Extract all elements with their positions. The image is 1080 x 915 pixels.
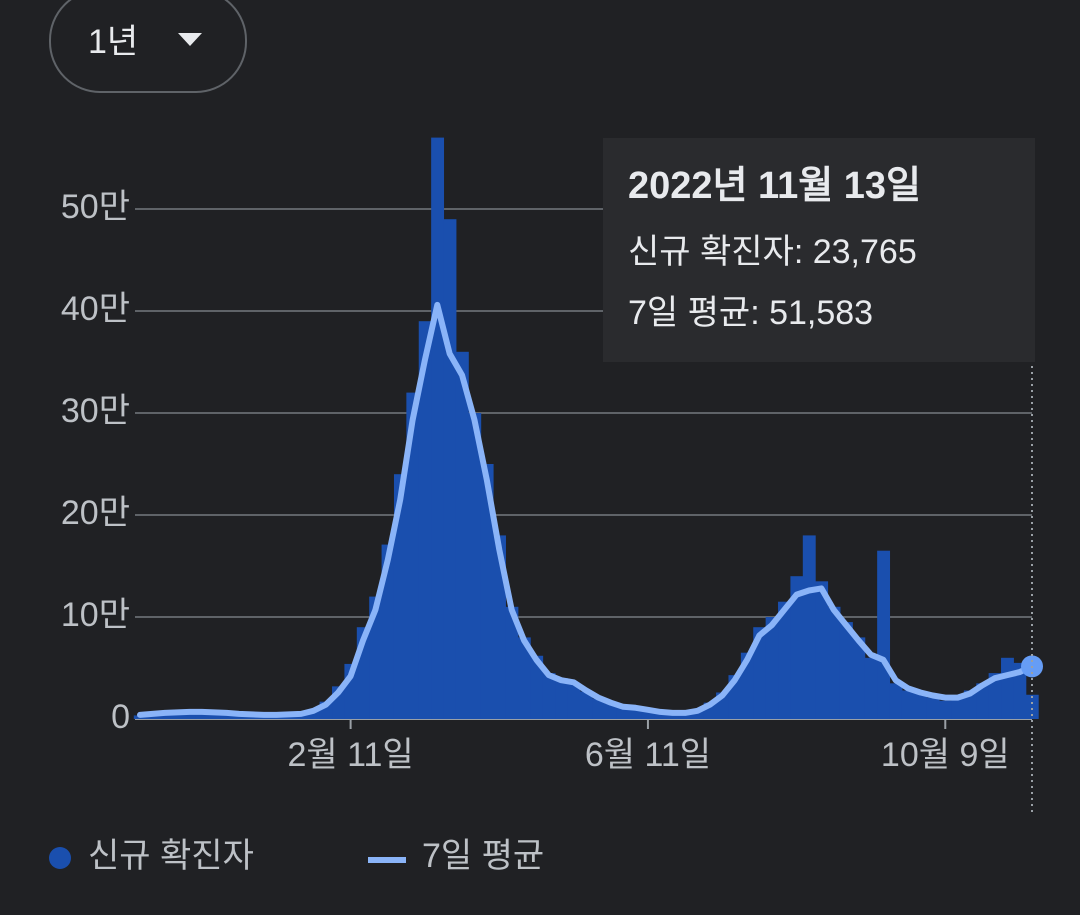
- bar: [208, 712, 222, 719]
- bar: [815, 581, 829, 719]
- bar: [604, 703, 618, 719]
- bar: [901, 690, 915, 719]
- bar: [480, 464, 494, 719]
- bar: [629, 708, 643, 719]
- bar: [468, 413, 482, 719]
- y-tick-label: 30만: [61, 392, 130, 430]
- bar: [183, 711, 197, 719]
- bar: [790, 576, 804, 719]
- average-line: [137, 301, 1035, 718]
- bar: [691, 709, 705, 719]
- bar: [951, 696, 965, 719]
- range-button[interactable]: 1년: [49, 0, 247, 93]
- legend-label: 신규 확진자: [88, 837, 254, 875]
- bar: [926, 697, 940, 719]
- bar: [517, 637, 531, 719]
- bar: [369, 596, 383, 719]
- y-tick-label: 40만: [61, 290, 130, 328]
- tooltip-line: 7일 평균: 51,583: [628, 294, 873, 332]
- bar: [778, 601, 791, 719]
- legend-swatch: [49, 847, 71, 869]
- bar: [616, 707, 630, 719]
- bar: [852, 637, 866, 719]
- bar: [542, 673, 556, 719]
- tooltip: 2022년 11월 13일 신규 확진자: 23,765 7일 평균: 51,5…: [603, 138, 1035, 362]
- dropdown-arrow[interactable]: [178, 33, 202, 46]
- bar: [443, 219, 457, 719]
- bar: [381, 544, 395, 719]
- bar: [431, 137, 445, 720]
- bar: [220, 713, 234, 719]
- button-outline[interactable]: [49, 0, 247, 93]
- legend: 신규 확진자 7일 평균: [49, 837, 544, 875]
- bar: [195, 712, 209, 719]
- bar: [170, 712, 184, 719]
- bar: [579, 691, 593, 719]
- bar: [455, 351, 469, 719]
- bar: [1001, 657, 1014, 719]
- bar: [393, 474, 407, 719]
- bar: [765, 617, 779, 719]
- bar: [864, 657, 878, 719]
- bar: [877, 550, 891, 719]
- tooltip-date: 2022년 11월 13일: [628, 165, 921, 207]
- tooltip-box: [603, 138, 1035, 362]
- bar: [1025, 694, 1039, 719]
- bar: [505, 606, 519, 719]
- bar: [939, 700, 952, 719]
- bar: [555, 678, 568, 719]
- y-tick-label: 20만: [61, 494, 130, 532]
- bar: [988, 673, 1002, 719]
- bar: [827, 606, 841, 719]
- bar: [976, 683, 990, 719]
- bar: [914, 693, 928, 719]
- x-tick-label: 10월 9일: [881, 736, 1010, 774]
- bar: [1013, 662, 1027, 719]
- bar: [641, 711, 655, 719]
- bar: [654, 712, 668, 719]
- bar: [839, 622, 853, 719]
- bar: [406, 392, 420, 719]
- x-tick-label: 2월 11일: [288, 736, 414, 774]
- bar: [307, 709, 321, 719]
- bar: [666, 713, 680, 719]
- bar: [418, 321, 432, 719]
- bar: [802, 535, 816, 719]
- legend-label: 7일 평균: [422, 837, 544, 875]
- y-tick-label: 10만: [61, 596, 130, 634]
- y-tick-label: 0: [111, 698, 130, 736]
- x-tick-label: 6월 11일: [585, 736, 711, 774]
- bar: [889, 683, 903, 719]
- bar: [592, 698, 606, 719]
- bar: [567, 683, 581, 719]
- bar: [753, 627, 767, 719]
- bar: [530, 655, 544, 719]
- y-tick-label: 50만: [61, 188, 130, 226]
- plot: 0 10만 20만 30만 40만 50만 2월 11일 6월 11일 10월 9일: [61, 137, 1043, 774]
- tooltip-line: 신규 확진자: 23,765: [628, 233, 917, 271]
- button-label[interactable]: 1년: [88, 23, 138, 61]
